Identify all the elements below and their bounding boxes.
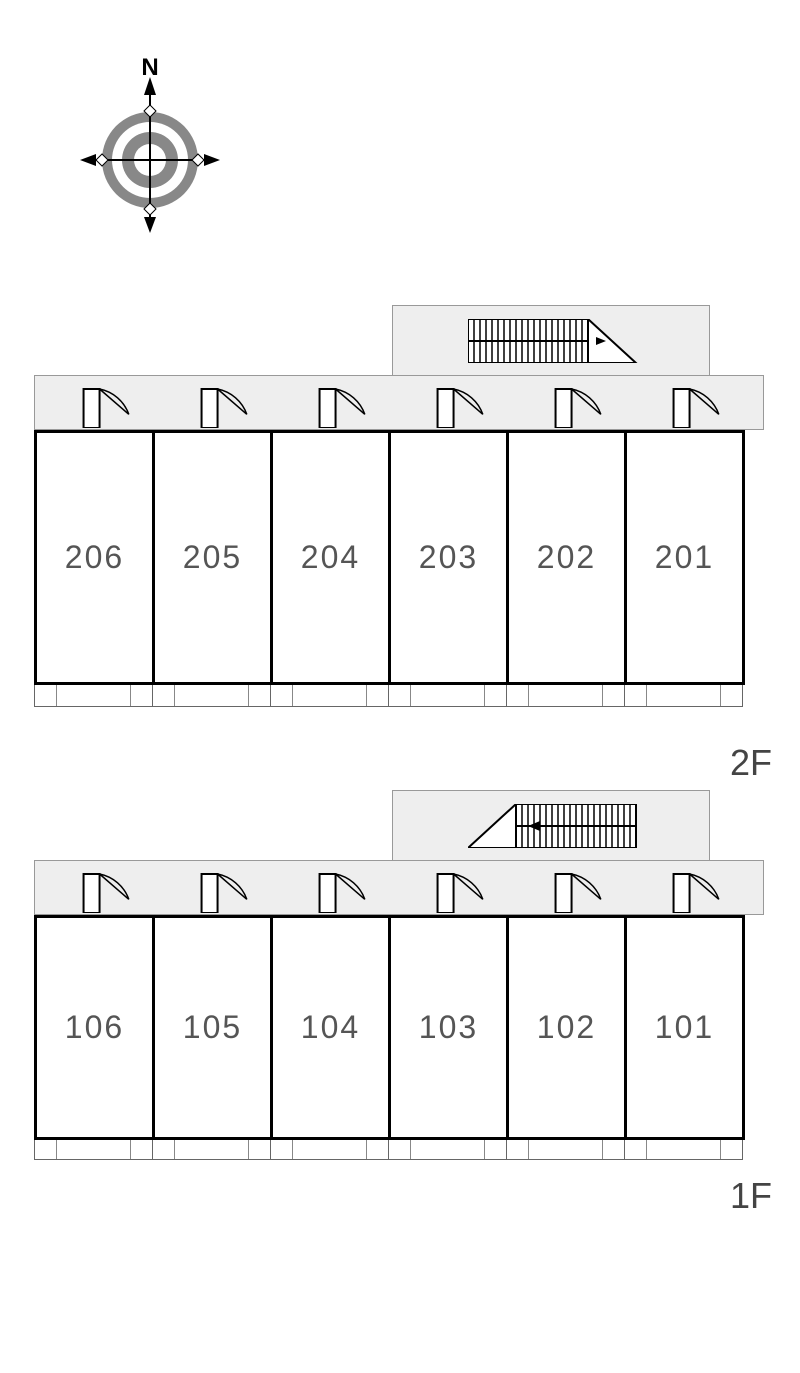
unit-204: 204 [270,430,391,685]
door-icon [388,383,506,430]
balcony [34,685,153,707]
unit-101: 101 [624,915,745,1140]
stair-landing-1f [392,790,710,860]
door-icon [270,868,388,915]
unit-203: 203 [388,430,509,685]
floor-label-2f: 2F [730,742,772,784]
balcony [506,685,625,707]
door-icon [624,868,742,915]
balcony [152,685,271,707]
stair-landing-2f [392,305,710,375]
door-icon [624,383,742,430]
door-icon [506,383,624,430]
balcony-row-1f [34,1140,743,1160]
door-icon [270,383,388,430]
unit-205: 205 [152,430,273,685]
door-icon [506,868,624,915]
balcony [506,1140,625,1160]
unit-103: 103 [388,915,509,1140]
balcony [34,1140,153,1160]
balcony [388,685,507,707]
unit-105: 105 [152,915,273,1140]
unit-104: 104 [270,915,391,1140]
door-icon [152,383,270,430]
staircase-icon [468,804,638,848]
door-icon [388,868,506,915]
compass-rose: N [70,55,230,250]
unit-206: 206 [34,430,155,685]
door-icon [152,868,270,915]
balcony [624,685,743,707]
door-row-2f [34,383,742,430]
balcony [624,1140,743,1160]
door-icon [34,868,152,915]
door-row-1f [34,868,742,915]
balcony [270,1140,389,1160]
door-icon [34,383,152,430]
unit-106: 106 [34,915,155,1140]
units-row-2f: 206205204203202201 [34,430,745,685]
staircase-icon [468,319,638,363]
balcony [270,685,389,707]
balcony [388,1140,507,1160]
unit-102: 102 [506,915,627,1140]
unit-201: 201 [624,430,745,685]
floor-label-1f: 1F [730,1175,772,1217]
units-row-1f: 106105104103102101 [34,915,745,1140]
balcony [152,1140,271,1160]
unit-202: 202 [506,430,627,685]
balcony-row-2f [34,685,743,707]
